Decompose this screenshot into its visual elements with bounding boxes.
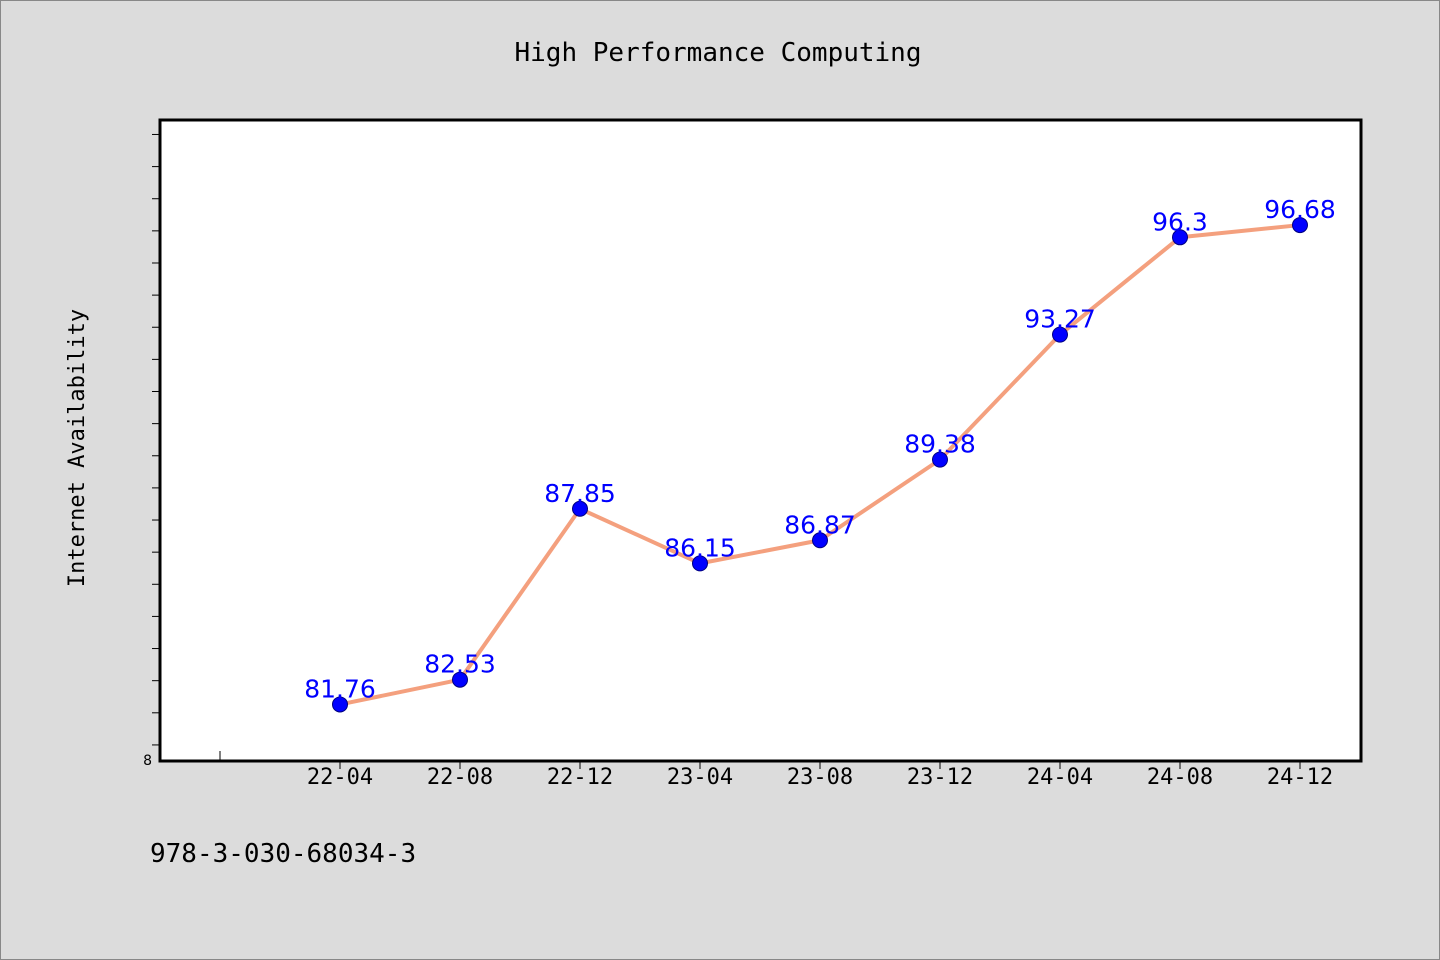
x-tick-label: 24-04 bbox=[1027, 765, 1093, 790]
data-label: 86.15 bbox=[664, 533, 736, 562]
data-point bbox=[692, 555, 708, 572]
data-label: 82.53 bbox=[424, 650, 496, 679]
data-labels: 81.76 82.53 87.85 86.15 86.87 89.38 93.27 96.3 9… bbox=[304, 195, 1336, 703]
y-axis-label: Internet Availability bbox=[65, 309, 90, 587]
x-tick-label: 23-08 bbox=[787, 765, 853, 790]
data-label: 89.38 bbox=[904, 430, 976, 459]
x-tick-label: 23-12 bbox=[907, 765, 973, 790]
x-tick-label: 24-08 bbox=[1147, 765, 1213, 790]
data-label: 81.76 bbox=[304, 674, 376, 703]
data-point bbox=[1052, 326, 1068, 343]
data-point bbox=[1172, 229, 1188, 246]
series-markers bbox=[332, 217, 1308, 713]
data-label: 96.3 bbox=[1152, 207, 1208, 236]
x-axis-ticks: 22-04 22-08 22-12 23-04 23-08 23-12 24-04 24-08… bbox=[219, 751, 1333, 790]
x-tick-label: 24-12 bbox=[1267, 765, 1333, 790]
data-label: 86.87 bbox=[784, 510, 856, 539]
data-point bbox=[1292, 217, 1308, 234]
x-tick-label: 22-08 bbox=[427, 765, 493, 790]
data-point bbox=[452, 671, 468, 688]
data-label: 93.27 bbox=[1024, 305, 1096, 334]
data-label: 87.85 bbox=[544, 479, 616, 508]
plot-area bbox=[160, 120, 1361, 761]
data-point bbox=[932, 451, 948, 468]
footnote: 978-3-030-68034-3 bbox=[150, 839, 416, 869]
chart-title: High Performance Computing bbox=[515, 38, 922, 68]
y-tick-label: 8 bbox=[143, 753, 152, 769]
plot-border bbox=[158, 118, 1363, 763]
data-point bbox=[812, 532, 828, 549]
data-point bbox=[332, 696, 348, 713]
data-point bbox=[572, 500, 588, 517]
x-tick-label: 22-12 bbox=[547, 765, 613, 790]
data-label: 96.68 bbox=[1264, 195, 1336, 224]
x-tick-label: 22-04 bbox=[307, 765, 373, 790]
x-tick-label: 23-04 bbox=[667, 765, 733, 790]
